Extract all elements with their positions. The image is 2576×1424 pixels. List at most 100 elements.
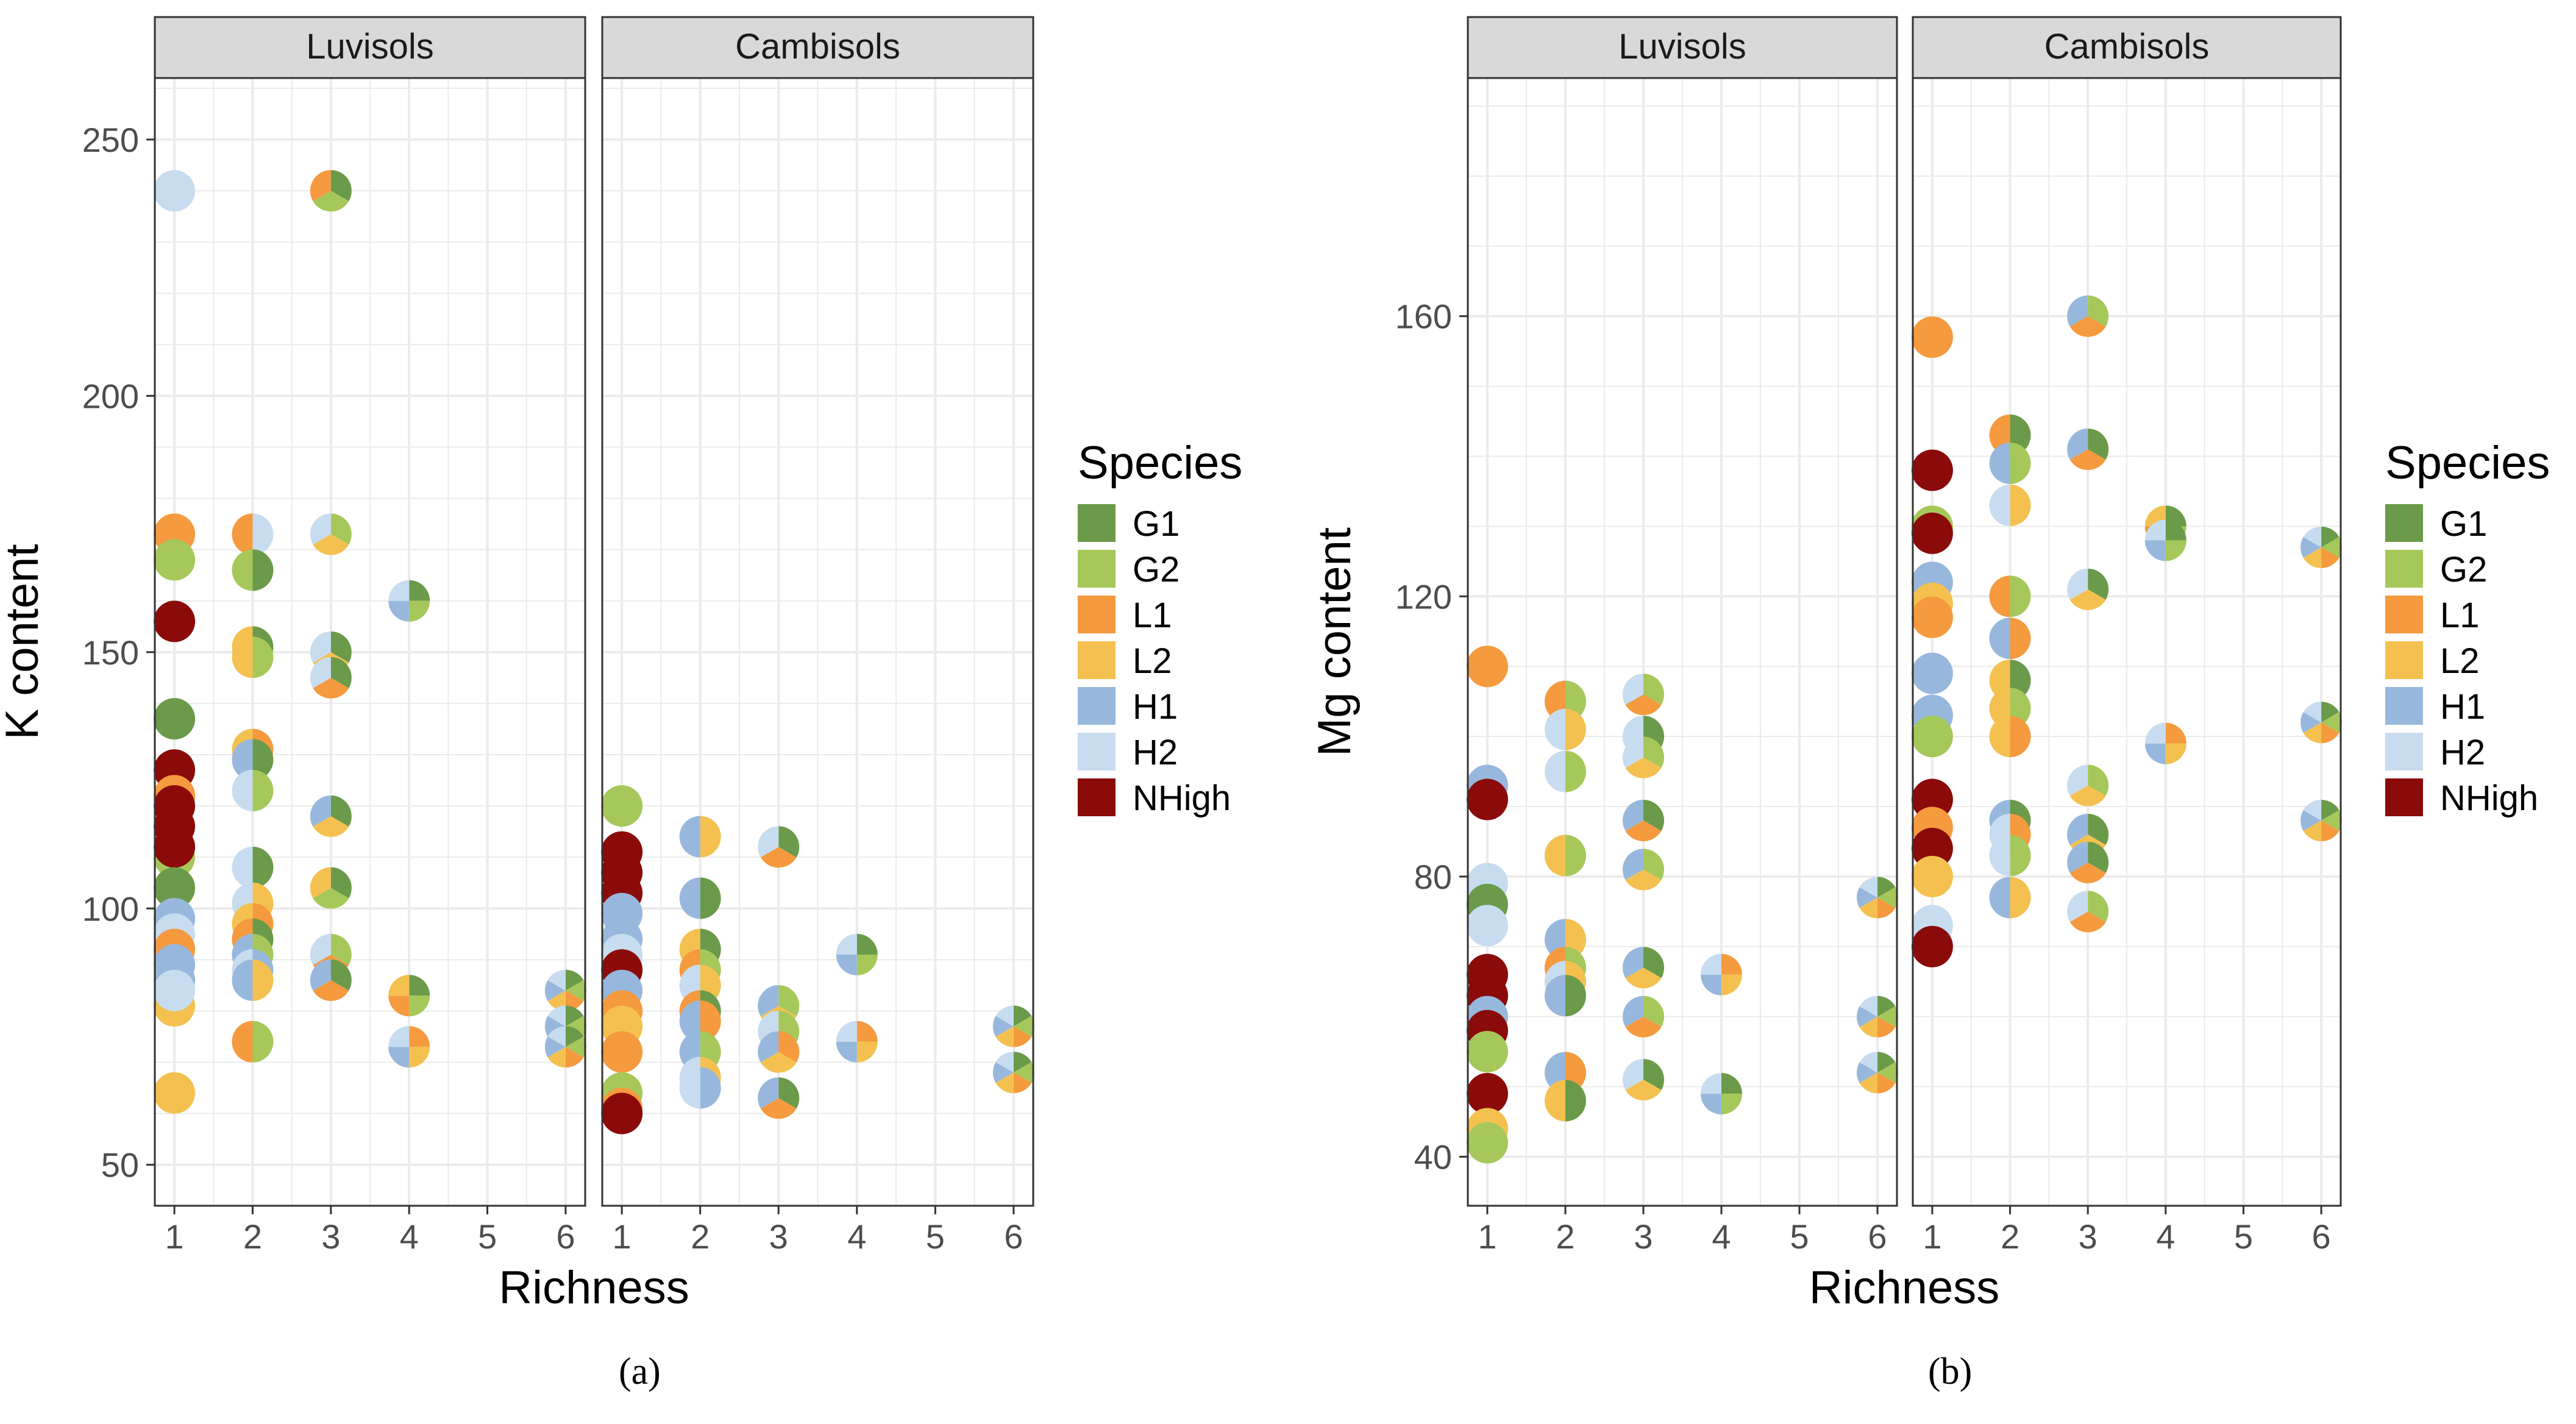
x-tick-label: 1 — [613, 1217, 632, 1256]
panel-b-label: (b) — [1928, 1351, 1973, 1392]
data-point — [1911, 596, 1953, 638]
point-slice-h1 — [758, 1077, 779, 1109]
point-slice-h2 — [154, 170, 196, 212]
x-tick-label: 6 — [1868, 1217, 1887, 1256]
data-point — [2144, 519, 2186, 561]
point-slice-l2 — [547, 990, 566, 1011]
point-slice-l2 — [2303, 547, 2322, 568]
x-tick-label: 1 — [165, 1217, 184, 1256]
point-slice-h2 — [2067, 568, 2088, 600]
data-point — [1545, 975, 1586, 1017]
y-tick-label: 200 — [82, 377, 139, 415]
legend-key-h2 — [2385, 733, 2423, 771]
legend-key-g1 — [2385, 504, 2423, 542]
point-slice-g2 — [252, 769, 274, 811]
legend-key-l2 — [2385, 641, 2423, 679]
point-slice-h2 — [1859, 995, 1877, 1017]
point-slice-h1 — [679, 816, 700, 858]
legend-key-h1 — [1078, 687, 1115, 725]
frame-layer — [146, 16, 2342, 1214]
point-slice-h2 — [1545, 708, 1565, 750]
point-slice-l2 — [1859, 1016, 1877, 1038]
point-slice-g2 — [154, 539, 196, 581]
point-slice-g2 — [1013, 1016, 1034, 1037]
point-slice-h1 — [2144, 540, 2166, 561]
facet-label-cambisols: Cambisols — [2044, 27, 2210, 66]
data-point — [1467, 778, 1508, 821]
legend-label-g1: G1 — [2440, 504, 2487, 544]
point-slice-l1 — [388, 995, 410, 1017]
point-slice-l2 — [2069, 589, 2106, 610]
point-slice-h1 — [2144, 743, 2166, 764]
data-point — [1989, 575, 2031, 618]
point-slice-h2 — [2303, 800, 2322, 821]
point-slice-h2 — [1623, 674, 1643, 705]
y-tick-label: 160 — [1395, 297, 1452, 336]
point-slice-g2 — [1877, 887, 1898, 908]
x-tick-label: 1 — [1923, 1217, 1941, 1256]
data-point — [836, 933, 878, 975]
x-tick-label: 5 — [926, 1217, 945, 1256]
data-point — [154, 969, 196, 1011]
data-point — [758, 826, 800, 868]
data-point — [992, 1052, 1034, 1094]
point-slice-g1 — [700, 877, 721, 919]
data-point — [310, 959, 352, 1001]
point-slice-g1 — [1565, 975, 1586, 1017]
data-point — [232, 769, 274, 811]
point-slice-l2 — [1911, 855, 1953, 897]
point-slice-nhigh — [1467, 1073, 1508, 1115]
point-slice-g1 — [330, 795, 352, 827]
points-layer — [154, 170, 2343, 1164]
point-slice-l1 — [313, 677, 349, 699]
data-point — [1911, 512, 1953, 554]
point-slice-h1 — [1989, 618, 2010, 660]
point-slice-l2 — [2010, 877, 2031, 919]
data-point — [154, 170, 196, 212]
x-tick-label: 5 — [478, 1217, 497, 1256]
data-point — [758, 1077, 800, 1119]
data-point — [1467, 646, 1508, 688]
point-slice-l1 — [1467, 646, 1508, 688]
data-point — [1467, 1031, 1508, 1073]
data-point — [1911, 855, 1953, 897]
point-slice-h1 — [544, 1036, 566, 1058]
point-slice-h1 — [1857, 887, 1877, 908]
point-slice-h1 — [1701, 1094, 1721, 1115]
legend-layer: Species G1 G2 L1 L2 H1 H2 NHigh Species G1 G2 L1 L2 H… — [1078, 437, 2550, 818]
data-point — [154, 867, 196, 909]
x-tick-label: 6 — [2312, 1217, 2331, 1256]
point-slice-h1 — [1701, 974, 1721, 995]
legend-key-h2 — [1078, 733, 1115, 771]
point-slice-g2 — [2010, 442, 2031, 484]
point-slice-g1 — [330, 657, 352, 688]
point-slice-h1 — [700, 1067, 721, 1109]
x-tick-label: 3 — [321, 1217, 340, 1256]
data-point — [1623, 849, 1664, 891]
point-slice-h1 — [1623, 849, 1643, 880]
facet-label-luvisols: Luvisols — [306, 27, 434, 66]
legend-key-nhigh — [2385, 778, 2423, 816]
legend-title: Species — [1078, 437, 1242, 489]
point-slice-l2 — [700, 816, 721, 858]
point-slice-l2 — [232, 636, 253, 678]
data-point — [388, 975, 430, 1017]
point-slice-g1 — [2088, 429, 2109, 460]
point-slice-l2 — [995, 1072, 1014, 1094]
data-point — [1467, 905, 1508, 947]
data-point — [154, 539, 196, 581]
point-slice-h2 — [995, 1052, 1014, 1073]
data-point — [2067, 841, 2109, 883]
data-point — [679, 877, 721, 919]
point-slice-l2 — [388, 975, 410, 996]
data-point — [1989, 442, 2031, 484]
point-slice-g2 — [330, 933, 352, 965]
data-point — [1623, 674, 1664, 716]
point-slice-h2 — [758, 826, 779, 858]
point-slice-h2 — [1545, 750, 1565, 792]
point-slice-g1 — [252, 549, 274, 591]
point-slice-g1 — [1643, 947, 1664, 978]
data-point — [388, 580, 430, 622]
point-slice-g1 — [1877, 877, 1896, 898]
point-slice-l2 — [1721, 974, 1742, 995]
